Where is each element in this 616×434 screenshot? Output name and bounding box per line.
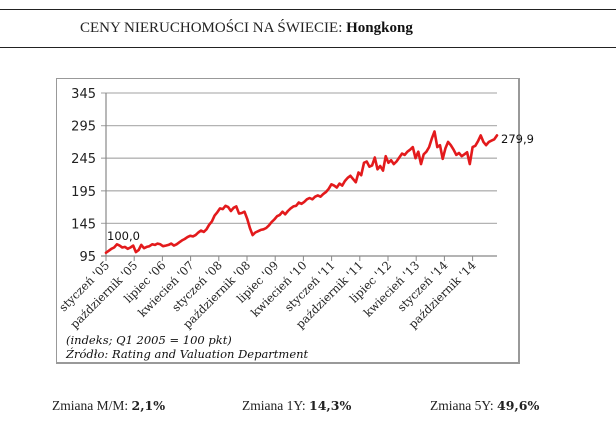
title-prefix: CENY NIERUCHOMOŚCI NA ŚWIECIE: — [80, 20, 343, 36]
title-rule — [0, 47, 616, 48]
stat-1y-value: 14,3% — [309, 398, 352, 413]
title-city: Hongkong — [346, 20, 413, 36]
gridlines — [101, 92, 497, 257]
y-tick-label: 295 — [71, 120, 96, 135]
start-value-label: 100,0 — [107, 229, 140, 243]
stat-mm: Zmiana M/M: 2,1% — [52, 398, 165, 414]
stat-1y: Zmiana 1Y: 14,3% — [242, 398, 351, 414]
stat-mm-value: 2,1% — [131, 398, 166, 413]
stat-5y-label: Zmiana 5Y: — [430, 398, 494, 413]
stat-mm-label: Zmiana M/M: — [52, 398, 129, 413]
end-value-label: 279,9 — [501, 132, 534, 146]
y-tick-label: 95 — [79, 250, 96, 265]
y-tick-label: 145 — [71, 217, 96, 232]
y-axis: 95 145 195 245 295 345 — [71, 87, 107, 265]
y-tick-label: 245 — [71, 152, 96, 167]
source-note: Źródło: Rating and Valuation Department — [66, 347, 309, 361]
index-note: (indeks; Q1 2005 = 100 pkt) — [66, 333, 232, 347]
page-title: CENY NIERUCHOMOŚCI NA ŚWIECIE: Hongkong — [80, 20, 413, 37]
top-rule — [0, 9, 616, 10]
y-tick-label: 195 — [71, 185, 96, 200]
stat-5y: Zmiana 5Y: 49,6% — [430, 398, 539, 414]
stat-1y-label: Zmiana 1Y: — [242, 398, 306, 413]
stat-5y-value: 49,6% — [497, 398, 540, 413]
price-index-line — [104, 130, 499, 254]
y-tick-label: 345 — [71, 87, 96, 102]
